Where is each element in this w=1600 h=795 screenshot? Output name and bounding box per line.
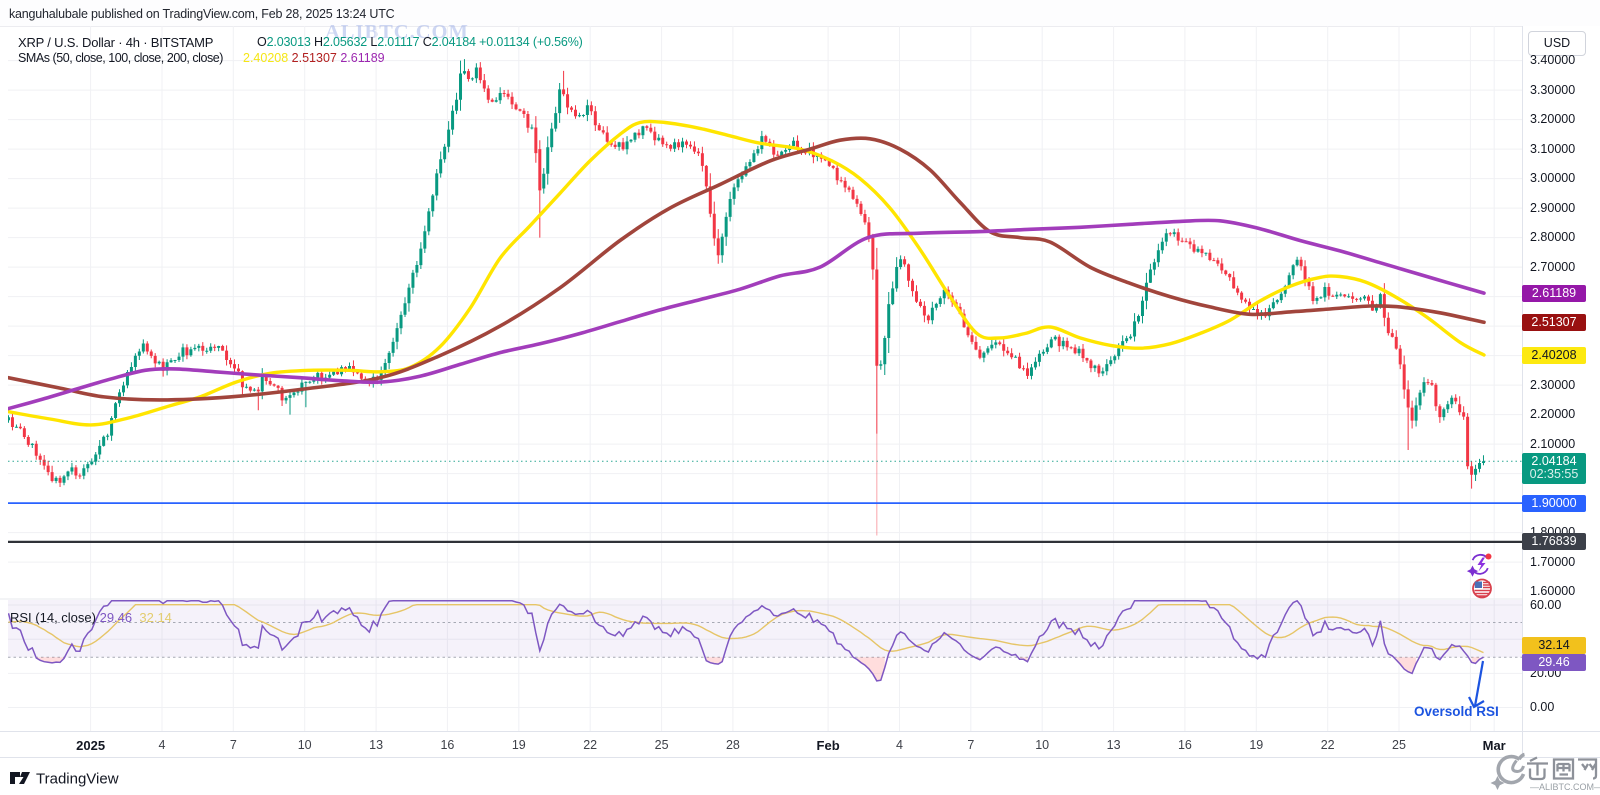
- svg-text:—ALIBTC.COM—: —ALIBTC.COM—: [1530, 782, 1600, 792]
- svg-text:TradingView: TradingView: [36, 771, 119, 788]
